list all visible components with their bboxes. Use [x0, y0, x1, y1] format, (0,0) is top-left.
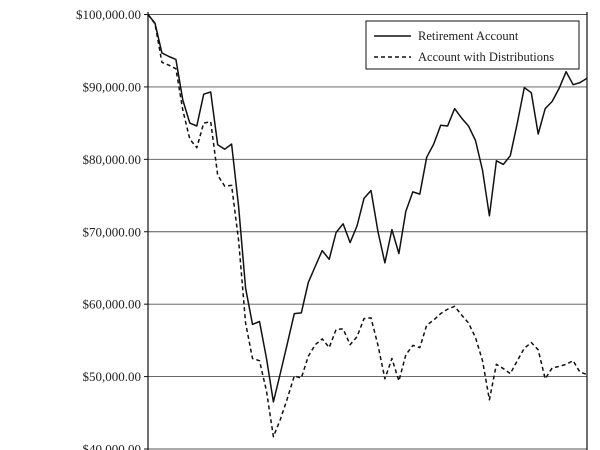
- legend-box: [365, 20, 580, 70]
- y-tick-label: $100,000.00: [76, 7, 141, 22]
- gridlines: [144, 14, 587, 450]
- y-tick-label: $80,000.00: [83, 152, 142, 167]
- series-line-account-with-distributions: [147, 14, 588, 438]
- y-axis-tick-labels: $100,000.00 $90,000.00 $80,000.00 $70,000.0…: [76, 7, 141, 450]
- series-lines: [147, 14, 588, 438]
- legend-label-account-with-distributions: Account with Distributions: [418, 50, 554, 64]
- y-tick-label: $60,000.00: [83, 297, 142, 312]
- legend-label-retirement-account: Retirement Account: [418, 29, 519, 43]
- y-tick-label: $50,000.00: [83, 369, 142, 384]
- y-tick-label: $40,000.00: [83, 442, 142, 450]
- y-tick-label: $90,000.00: [83, 79, 142, 94]
- y-tick-label: $70,000.00: [83, 224, 142, 239]
- legend: Retirement Account Account with Distribu…: [365, 20, 580, 70]
- series-line-retirement-account: [147, 14, 588, 403]
